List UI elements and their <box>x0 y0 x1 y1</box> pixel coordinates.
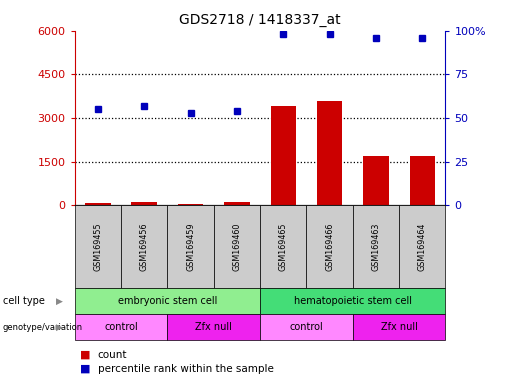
Text: control: control <box>104 322 138 332</box>
Text: cell type: cell type <box>3 296 44 306</box>
Text: ▶: ▶ <box>56 296 63 306</box>
Text: control: control <box>289 322 323 332</box>
Text: ■: ■ <box>80 350 90 360</box>
Text: embryonic stem cell: embryonic stem cell <box>118 296 217 306</box>
Text: GSM169460: GSM169460 <box>232 223 242 271</box>
Bar <box>224 202 250 205</box>
Bar <box>270 106 296 205</box>
Text: GSM169463: GSM169463 <box>371 223 381 271</box>
Text: GSM169464: GSM169464 <box>418 223 427 271</box>
Text: count: count <box>98 350 127 360</box>
Text: GSM169455: GSM169455 <box>93 222 102 271</box>
Text: Zfx null: Zfx null <box>381 322 418 332</box>
Bar <box>131 202 157 205</box>
Text: hematopoietic stem cell: hematopoietic stem cell <box>294 296 412 306</box>
Text: genotype/variation: genotype/variation <box>3 323 83 332</box>
Text: percentile rank within the sample: percentile rank within the sample <box>98 364 274 374</box>
Text: ■: ■ <box>80 364 90 374</box>
Text: GSM169456: GSM169456 <box>140 222 149 271</box>
Bar <box>317 101 342 205</box>
Text: Zfx null: Zfx null <box>195 322 232 332</box>
Text: GSM169466: GSM169466 <box>325 223 334 271</box>
Text: GSM169465: GSM169465 <box>279 222 288 271</box>
Bar <box>409 156 435 205</box>
Bar <box>363 156 389 205</box>
Title: GDS2718 / 1418337_at: GDS2718 / 1418337_at <box>179 13 341 27</box>
Text: ▶: ▶ <box>56 323 63 332</box>
Bar <box>85 202 111 205</box>
Text: GSM169459: GSM169459 <box>186 222 195 271</box>
Bar <box>178 204 203 205</box>
